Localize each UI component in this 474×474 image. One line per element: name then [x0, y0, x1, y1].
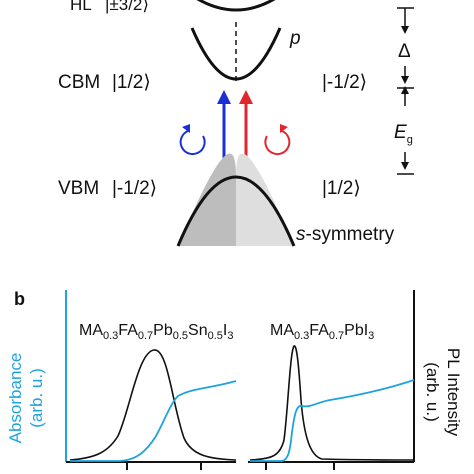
cbm-right-state: |-1/2⟩ — [322, 72, 367, 93]
absorbance-axis-units: (arb. u.) — [27, 368, 46, 428]
vbm-band-curve — [176, 175, 296, 247]
vbm-band-left-fill — [178, 153, 236, 246]
sample2-composition-label: MA0.3FA0.7PbI3 — [270, 322, 374, 342]
hl-state: |±3/2⟩ — [105, 0, 149, 14]
vbm-band-right-fill — [236, 153, 294, 246]
vbm-left-state: |-1/2⟩ — [112, 178, 157, 199]
absorbance-axis-title: Absorbance — [6, 353, 25, 444]
panel-a: HL |±3/2⟩ p CBM |1/2⟩ |-1/2⟩ VBM |-1/2⟩ — [58, 0, 414, 247]
cbm-left-state: |1/2⟩ — [112, 72, 151, 93]
pl-axis-title: PL Intensity — [444, 348, 463, 437]
plot-frame-left — [65, 290, 236, 470]
plot-frame-right — [248, 290, 415, 470]
sample1-absorbance-curve — [70, 380, 237, 462]
hl-band-curve — [196, 0, 276, 12]
bandgap-label: Eg — [394, 122, 413, 146]
vbm-right-state: |1/2⟩ — [322, 178, 361, 199]
hl-label: HL — [70, 0, 92, 14]
s-symmetry-label: s-symmetry — [296, 224, 395, 245]
sigma-plus-arrowhead — [239, 90, 253, 104]
energy-scale-bar — [397, 7, 414, 175]
panel-b-label: b — [14, 289, 25, 309]
sigma-minus-arrowhead — [217, 90, 231, 104]
sample1-composition-label: MA0.3FA0.7Pb0.5Sn0.5I3 — [79, 322, 233, 342]
circular-polarization-left-icon — [179, 124, 206, 156]
vbm-label: VBM — [58, 178, 99, 199]
delta-label: Δ — [398, 41, 411, 62]
sample2-pl-curve — [249, 345, 415, 461]
sample1-pl-curve — [69, 349, 237, 461]
circular-polarization-right-icon — [264, 124, 291, 156]
panel-b: b Absorbance (arb. u.) PL Intensity (arb… — [6, 289, 463, 470]
sample2-absorbance-curve — [250, 379, 415, 462]
pl-axis-units: (arb. u.) — [423, 362, 442, 422]
p-orbital-label: p — [289, 28, 301, 49]
cbm-label: CBM — [58, 72, 100, 93]
